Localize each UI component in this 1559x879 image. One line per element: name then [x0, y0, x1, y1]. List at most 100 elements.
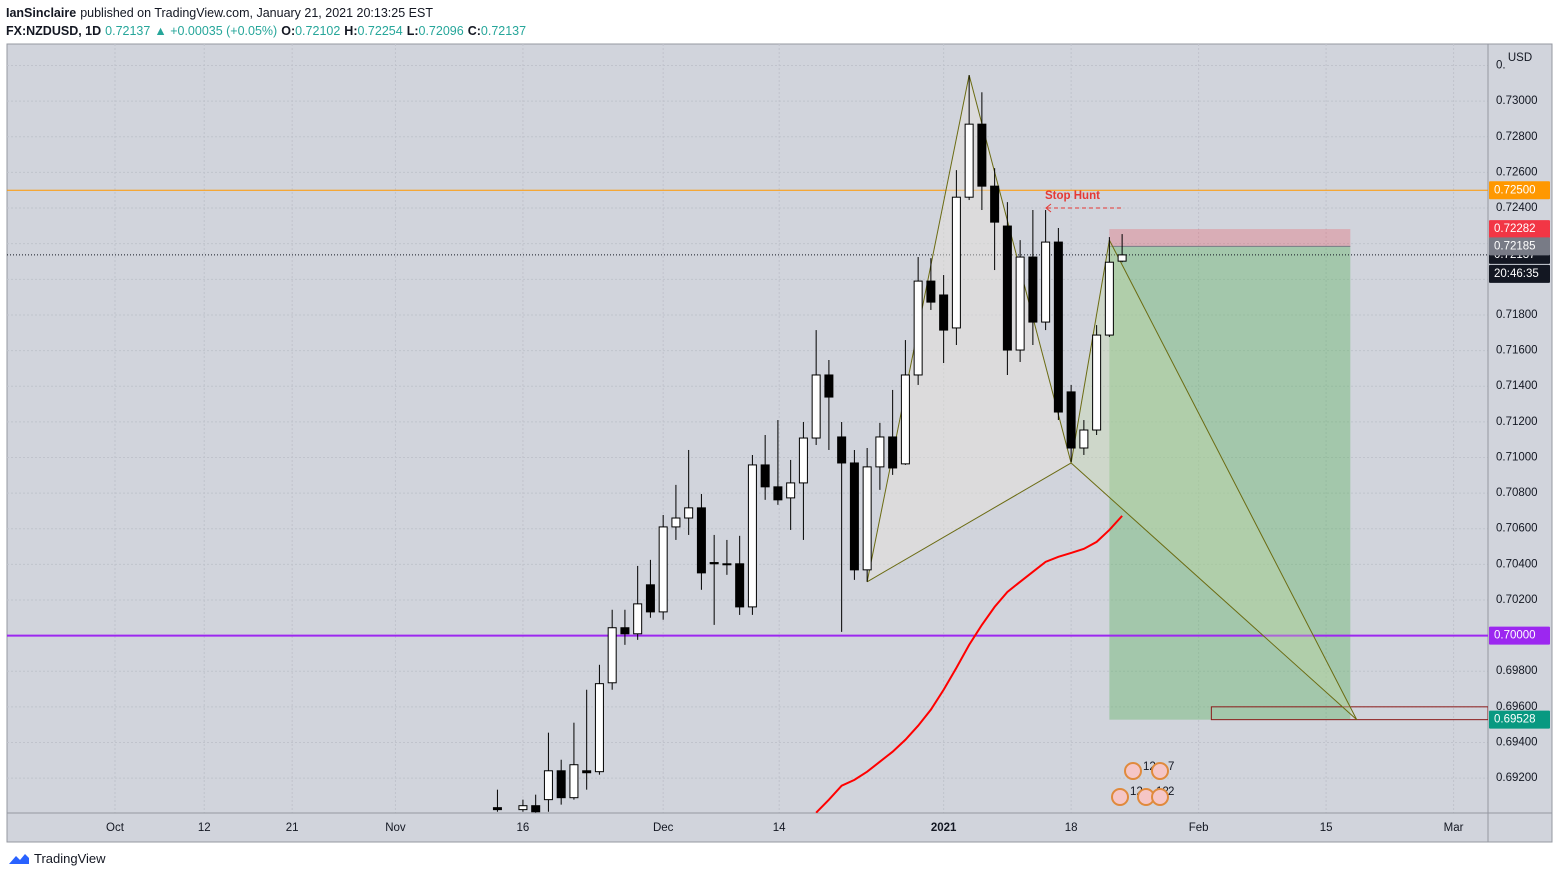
candle-body — [518, 805, 528, 811]
y-tick-label: 0.71600 — [1496, 345, 1538, 357]
price-label-bg — [1489, 626, 1550, 645]
candle-body — [556, 770, 566, 799]
candle-body — [1092, 334, 1102, 431]
candle-body — [939, 294, 949, 331]
candle-body — [964, 123, 974, 198]
last-price: 0.72137 — [105, 24, 151, 38]
header: IanSinclaire published on TradingView.co… — [6, 4, 526, 40]
price-label: 0.72500 — [1494, 184, 1536, 196]
candle-body — [633, 603, 643, 635]
candle-body — [1104, 261, 1114, 336]
candle-body — [620, 627, 630, 635]
ohlc-value: 0.72096 — [418, 24, 464, 38]
plot — [7, 75, 1488, 813]
y-tick-label: 0.70600 — [1496, 523, 1538, 535]
ohlc-value: 0.72102 — [295, 24, 341, 38]
candle-body — [951, 196, 961, 329]
pattern-leg — [1070, 240, 1110, 464]
candle-body — [1079, 429, 1089, 449]
ohlc-value: 0.72254 — [357, 24, 403, 38]
candle-body — [1041, 241, 1051, 323]
position-label-bg — [1489, 710, 1550, 729]
event-icon — [1111, 788, 1129, 806]
y-tick-label: 0.71000 — [1496, 451, 1538, 463]
y-tick-label: 0.71400 — [1496, 380, 1538, 392]
candle-body — [671, 517, 681, 528]
event-count: 7 — [1168, 761, 1174, 773]
pattern-bcd — [1071, 240, 1357, 720]
candle-body — [709, 562, 719, 565]
candle-body — [543, 770, 553, 801]
y-tick-label: 0.69400 — [1496, 736, 1538, 748]
event-icon — [1151, 762, 1169, 780]
candle-body — [862, 466, 872, 571]
candle-body — [990, 185, 1000, 223]
position-label: 0.72282 — [1494, 223, 1536, 235]
candle-body — [849, 462, 859, 571]
ohlc-key: O: — [281, 24, 296, 38]
y-tick-label: 0.69800 — [1496, 665, 1538, 677]
y-tick-label: 0. — [1496, 60, 1506, 72]
x-tick-label: 14 — [773, 822, 786, 834]
change: ▲ +0.00035 (+0.05%) — [154, 24, 278, 38]
publish-line: IanSinclaire published on TradingView.co… — [6, 4, 526, 22]
candle-body — [926, 280, 936, 303]
x-tick-label: Oct — [106, 822, 125, 834]
candle-body — [492, 807, 502, 811]
candle-body — [531, 805, 541, 813]
candle-body — [1028, 256, 1038, 323]
candle-body — [658, 526, 668, 613]
pattern-leg — [1070, 462, 1358, 721]
event-icon — [1151, 788, 1169, 806]
position-label-bg — [1489, 220, 1550, 239]
candle-body — [888, 436, 898, 469]
y-tick-label: 0.73000 — [1496, 95, 1538, 107]
brand: TradingView — [34, 851, 106, 866]
candle-body — [684, 507, 694, 519]
pattern-leg — [1108, 239, 1358, 720]
x-tick-label: 15 — [1320, 822, 1333, 834]
candle-body — [607, 627, 617, 684]
y-tick-label: 0.70400 — [1496, 558, 1538, 570]
annotation-arrow — [1045, 203, 1052, 213]
candle-body — [786, 482, 796, 499]
x-tick-label: 12 — [198, 822, 211, 834]
candle-body — [569, 764, 579, 799]
currency: USD — [1508, 52, 1532, 64]
x-tick-label: 21 — [286, 822, 299, 834]
x-tick-label: 16 — [517, 822, 530, 834]
countdown-label: 20:46:35 — [1494, 268, 1539, 280]
candle-body — [747, 464, 757, 608]
candle-body — [760, 464, 770, 488]
x-tick-label: Dec — [653, 822, 674, 834]
candle-body — [913, 280, 923, 376]
candle-body — [900, 374, 910, 465]
symbol-line: FX:NZDUSD, 1D 0.72137 ▲ +0.00035 (+0.05%… — [6, 22, 526, 40]
ohlc-key: C: — [467, 24, 481, 38]
candle-body — [773, 486, 783, 501]
price-label: 0.70000 — [1494, 630, 1536, 642]
pattern-leg — [866, 462, 1072, 583]
candle-body — [735, 563, 745, 608]
footer: TradingView — [8, 851, 106, 866]
ohlc-value: 0.72137 — [480, 24, 527, 38]
x-tick-label: 2021 — [931, 822, 957, 834]
candle-body — [696, 507, 706, 574]
x-tick-label: Nov — [385, 822, 406, 834]
y-tick-label: 0.69600 — [1496, 701, 1538, 713]
ohlc-key: H: — [344, 24, 358, 38]
countdown-label-bg — [1489, 264, 1550, 283]
position-label: 0.72185 — [1494, 240, 1536, 252]
candle-body — [875, 436, 885, 468]
event-icon — [1124, 762, 1142, 780]
y-tick-label: 0.70800 — [1496, 487, 1538, 499]
y-tick-label: 0.72800 — [1496, 131, 1538, 143]
pattern-xab — [867, 75, 1072, 582]
stop-zone — [1109, 229, 1351, 247]
author: IanSinclaire — [6, 6, 77, 20]
candle-body — [1117, 254, 1127, 262]
y-tick-label: 0.72600 — [1496, 166, 1538, 178]
moving-average — [815, 515, 1123, 813]
